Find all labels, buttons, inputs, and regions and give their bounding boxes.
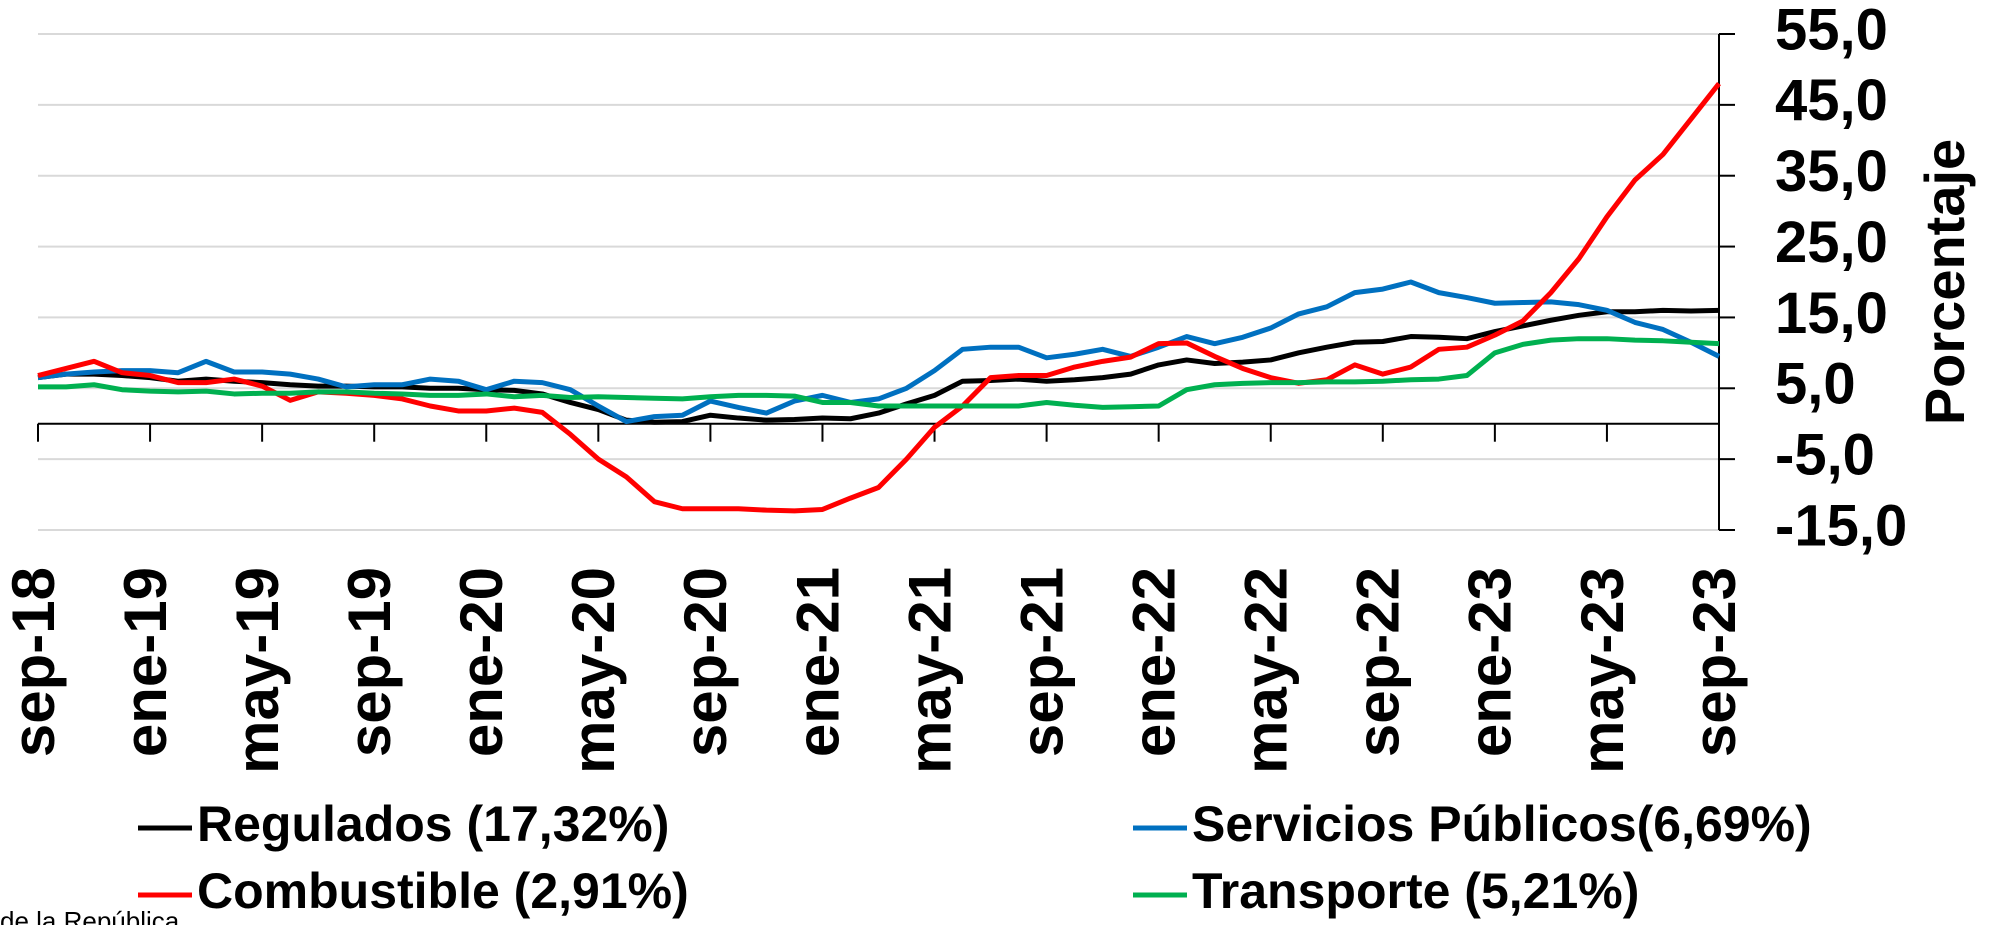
x-tick-label: may-22	[1233, 567, 1300, 774]
series-line	[37, 307, 1720, 425]
x-tick-label: may-20	[560, 567, 627, 774]
x-tick-label: ene-23	[1457, 567, 1524, 757]
x-tick-label: may-19	[224, 567, 291, 774]
y-tick-label: 25,0	[1775, 210, 1888, 275]
legend-label: Servicios Públicos(6,69%)	[1192, 796, 1812, 852]
legend-label: Combustible (2,91%)	[197, 863, 689, 919]
y-tick-label: 55,0	[1775, 0, 1888, 62]
y-tick-label: -15,0	[1775, 493, 1907, 558]
y-tick-label: 5,0	[1775, 352, 1856, 417]
x-tick-label: sep-18	[0, 567, 67, 757]
series-line	[38, 336, 1720, 410]
y-tick-label: -5,0	[1775, 422, 1875, 487]
x-tick-label: ene-19	[112, 567, 179, 757]
y-axis-label: Porcentaje	[1913, 139, 1976, 425]
legend-label: Transporte (5,21%)	[1192, 863, 1639, 919]
x-tick-label: sep-20	[672, 567, 739, 757]
y-tick-label: 45,0	[1775, 68, 1888, 133]
y-tick-label: 15,0	[1775, 281, 1888, 346]
x-tick-label: sep-19	[336, 567, 403, 757]
x-tick-label: may-21	[896, 567, 963, 774]
series-line	[37, 279, 1721, 425]
x-tick-label: sep-23	[1681, 567, 1748, 757]
x-tick-label: ene-20	[448, 567, 515, 757]
x-tick-label: ene-21	[784, 567, 851, 757]
legend-label: Regulados (17,32%)	[197, 796, 669, 852]
y-tick-label: 35,0	[1775, 139, 1888, 204]
x-tick-label: sep-21	[1008, 567, 1075, 757]
source: de la República	[0, 906, 180, 925]
x-tick-label: may-23	[1569, 567, 1636, 774]
x-tick-label: sep-22	[1345, 567, 1412, 757]
x-tick-label: ene-22	[1121, 567, 1188, 757]
